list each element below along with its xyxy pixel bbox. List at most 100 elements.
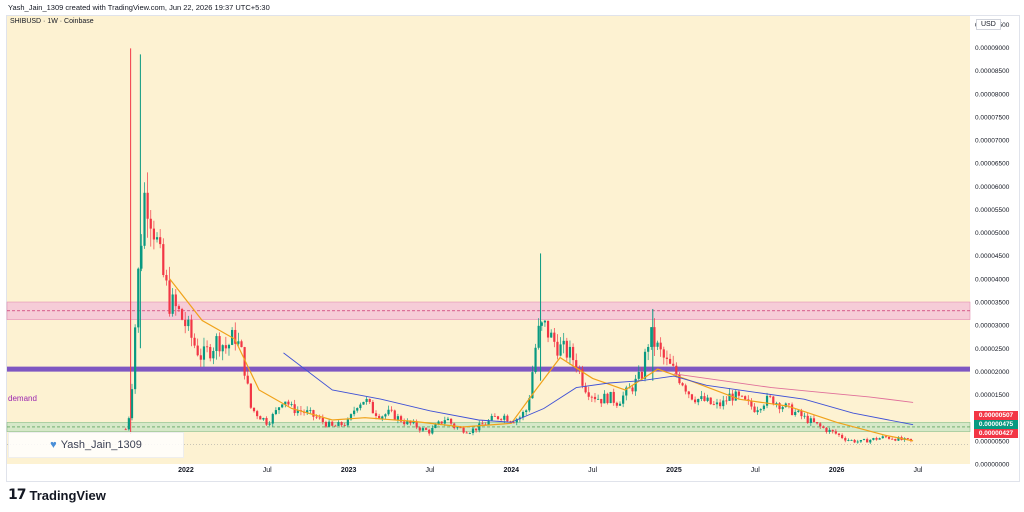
candle-body (446, 418, 450, 421)
candle-body (155, 237, 159, 240)
y-tick-label: 0.00006000 (975, 184, 1010, 191)
candle-body (546, 320, 550, 338)
candle-body (615, 402, 618, 406)
candle-body (812, 418, 816, 423)
candle-body (331, 421, 334, 426)
candle-body (844, 438, 847, 441)
candle-body (177, 306, 181, 310)
candle-body (337, 422, 340, 426)
candle-body (881, 436, 884, 439)
candle-body (381, 416, 384, 419)
candle-body (556, 341, 559, 356)
candle-body (205, 346, 209, 348)
candle-body (196, 345, 199, 356)
candle-body (650, 327, 653, 347)
candle-body (841, 434, 844, 439)
candle-body (362, 401, 365, 405)
brand-name: TradingView (29, 487, 106, 503)
candle-body (825, 427, 828, 432)
candle-body (224, 345, 227, 349)
candle-body (212, 350, 215, 359)
candle-body (346, 419, 349, 426)
candle-body (387, 409, 390, 415)
candle-body (318, 417, 321, 419)
tradingview-brand[interactable]: 17 TradingView (8, 487, 106, 503)
candle-body (262, 418, 265, 420)
candle-body (709, 397, 712, 405)
candle-body (374, 413, 378, 416)
candle-body (521, 412, 525, 418)
x-tick-label: 2026 (829, 467, 845, 474)
candle-body (268, 423, 271, 425)
candle-body (412, 421, 415, 424)
candle-body (421, 428, 425, 431)
candle-body (187, 319, 190, 327)
candle-body (503, 415, 506, 420)
candle-body (772, 396, 775, 405)
candle-body (371, 401, 374, 414)
candle-body (475, 428, 478, 431)
candle-body (490, 415, 493, 421)
candle-body (165, 275, 168, 281)
candle-body (243, 347, 246, 376)
symbol-info[interactable]: SHIBUSD · 1W · Coinbase (10, 18, 94, 25)
y-tick-label: 0.00007000 (975, 138, 1010, 145)
candle-body (459, 427, 462, 429)
candle-body (215, 336, 218, 351)
candle-body (712, 404, 715, 405)
candle-body (753, 406, 756, 413)
candle-body (571, 346, 575, 361)
candle-body (406, 420, 409, 425)
x-tick-label: Jul (751, 467, 760, 474)
candle-body (428, 429, 431, 434)
candle-body (643, 351, 647, 379)
candle-body (465, 432, 468, 434)
watermark-text: Yash_Jain_1309 (60, 439, 142, 451)
candle-body (390, 409, 393, 411)
candle-body (271, 414, 274, 424)
candle-body (500, 419, 503, 420)
y-tick-label: 0.00008000 (975, 91, 1010, 98)
candle-body (424, 428, 428, 430)
candle-body (656, 342, 659, 347)
candle-body (287, 401, 290, 405)
x-tick-label: Jul (263, 467, 272, 474)
candle-body (797, 410, 800, 412)
candle-body (296, 410, 299, 414)
candle-body (884, 436, 888, 438)
candle-body (252, 407, 256, 412)
y-tick-label: 0.00003500 (975, 300, 1010, 307)
indicator-line-1 (283, 352, 914, 426)
candle-body (715, 402, 719, 405)
candle-body (168, 280, 171, 314)
y-tick-label: 0.00000000 (975, 462, 1010, 469)
candle-body (787, 403, 791, 405)
candle-body (146, 192, 149, 219)
candle-body (356, 408, 359, 411)
candle-body (672, 363, 675, 366)
candle-body (891, 438, 894, 440)
candle-body (690, 394, 694, 400)
candle-body (894, 439, 897, 441)
candle-body (878, 438, 881, 440)
candle-body (321, 417, 324, 422)
candle-body (719, 402, 722, 407)
y-tick-label: 0.00009000 (975, 45, 1010, 52)
candle-body (478, 423, 481, 431)
candle-body (722, 400, 725, 407)
candle-body (309, 410, 312, 411)
y-tick-label: 0.00006500 (975, 161, 1010, 168)
candle-body (622, 395, 625, 404)
y-tick-label: 0.00002000 (975, 369, 1010, 376)
currency-label[interactable]: USD (976, 19, 1001, 30)
candle-body (631, 387, 634, 392)
candle-body (737, 391, 740, 396)
price-axis-background (970, 16, 1018, 464)
candle-body (568, 346, 572, 358)
candle-body (597, 398, 600, 400)
candle-body (468, 433, 471, 434)
candle-body (550, 332, 553, 338)
candle-body (640, 371, 644, 379)
candle-body (834, 431, 837, 434)
